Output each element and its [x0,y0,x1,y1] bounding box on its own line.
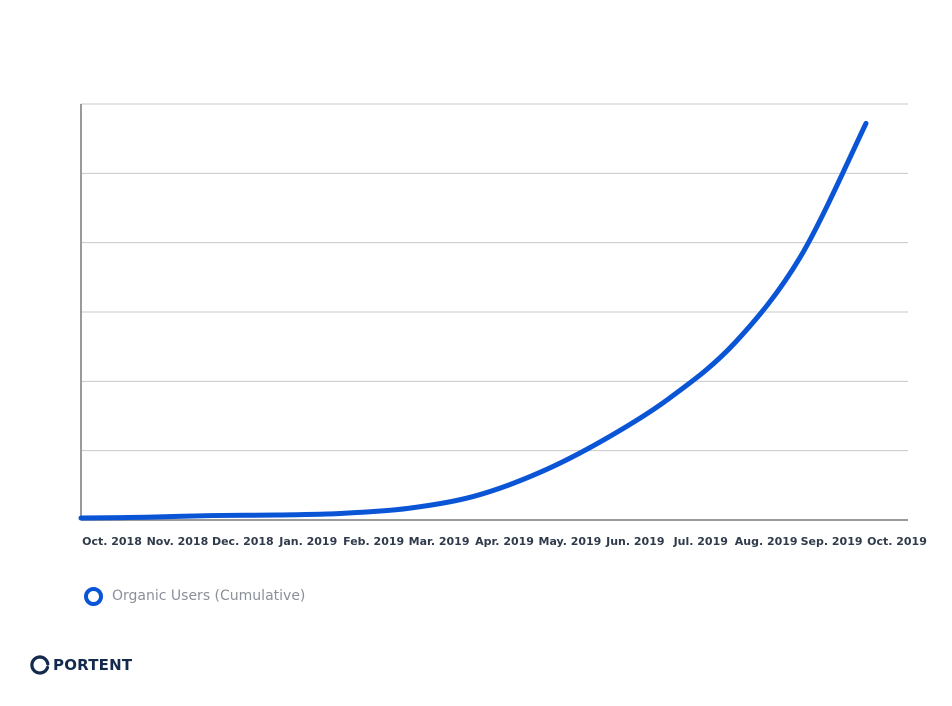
x-tick-label: Jul. 2019 [673,535,728,548]
x-tick-label: Mar. 2019 [409,535,470,548]
legend: Organic Users (Cumulative) [84,585,305,607]
x-tick-label: Oct. 2018 [82,535,142,548]
series-line-organic-users [78,120,869,521]
x-tick-label: Aug. 2019 [735,535,798,548]
logo-text: PORTENT [53,656,133,674]
legend-marker-icon [84,586,103,606]
legend-label: Organic Users (Cumulative) [112,588,306,604]
portent-logo-icon [30,655,50,675]
x-tick-label: Apr. 2019 [475,535,534,548]
x-tick-label: Nov. 2018 [147,535,209,548]
x-tick-label: Feb. 2019 [343,535,404,548]
x-tick-label: Jan. 2019 [278,535,337,548]
series-group [78,120,869,521]
x-tick-label: Dec. 2018 [212,535,274,548]
x-tick-label: May. 2019 [539,535,602,548]
x-tick-label: Jun. 2019 [605,535,664,548]
x-axis-tick-labels: Oct. 2018 Nov. 2018 Dec. 2018 Jan. 2019 Feb.… [82,535,927,548]
portent-logo: PORTENT [30,654,132,676]
x-tick-label: Oct. 2019 [867,535,927,548]
gridlines [81,103,908,452]
x-tick-label: Sep. 2019 [801,535,863,548]
